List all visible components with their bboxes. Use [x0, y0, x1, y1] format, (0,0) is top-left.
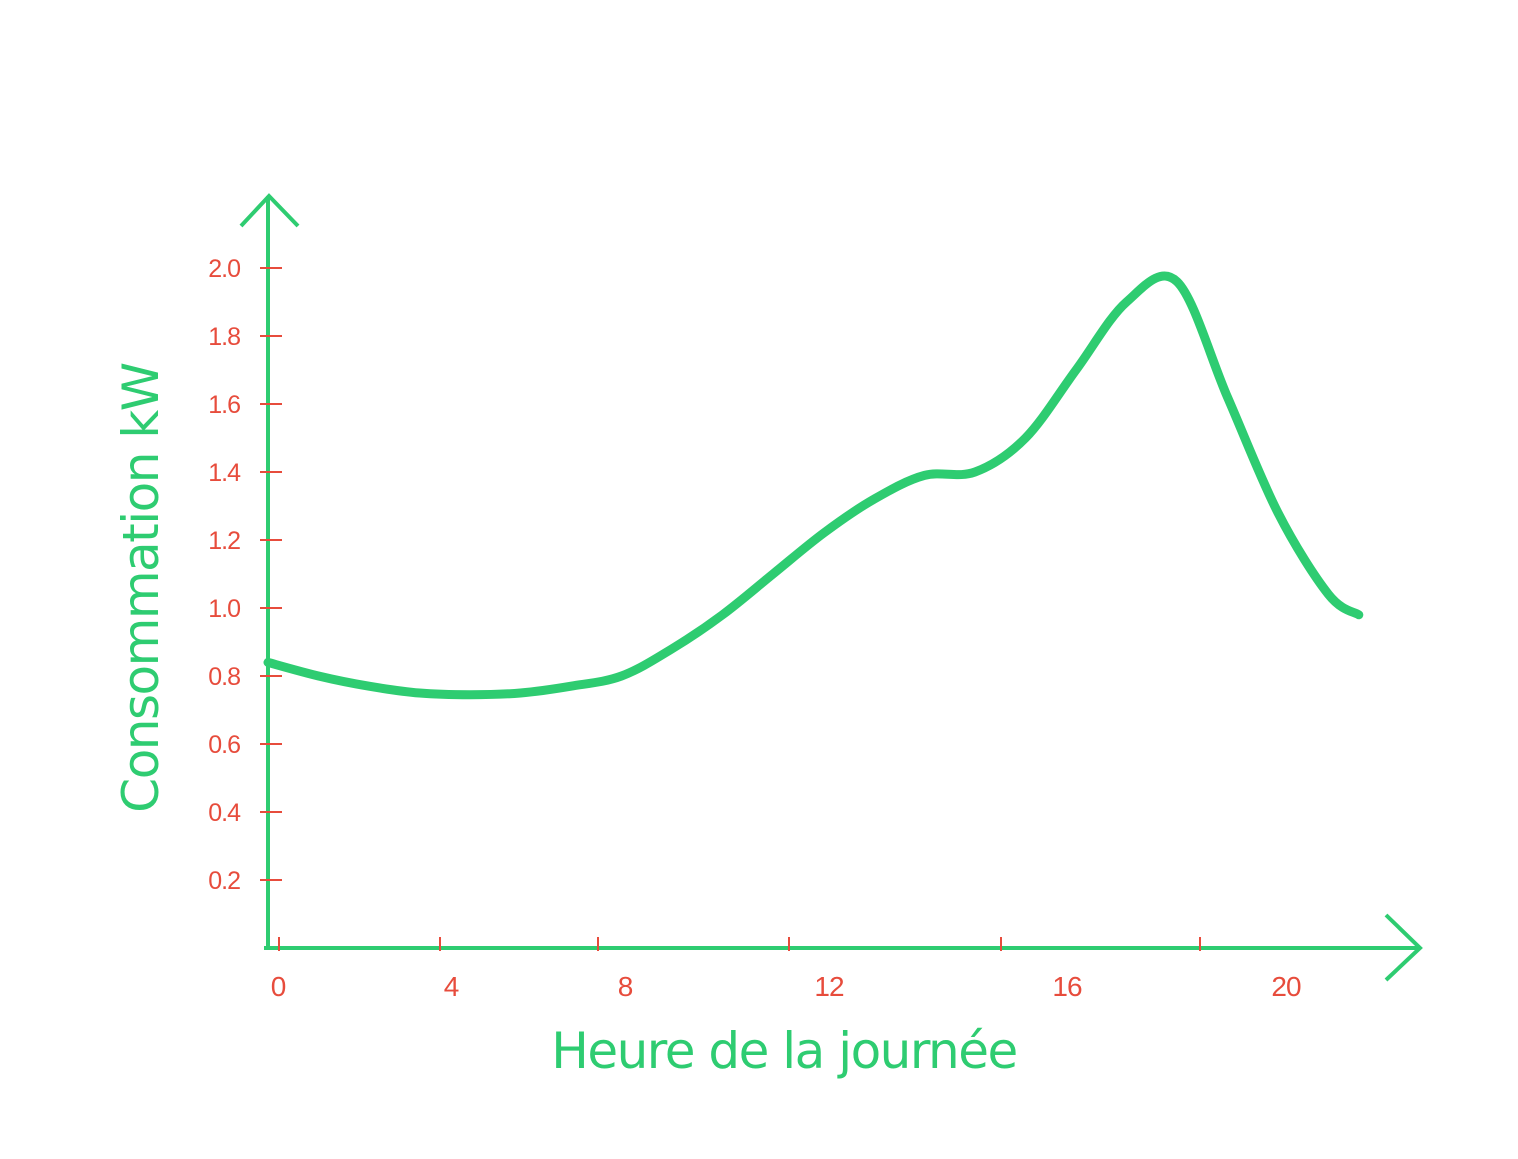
y-tick-label: 2.0 — [208, 255, 240, 283]
x-axis-arrow — [1384, 913, 1423, 982]
series-line — [263, 271, 1364, 700]
x-tick-label: 12 — [814, 971, 844, 1002]
y-tick-label: 1.6 — [208, 391, 240, 419]
x-tick-label: 4 — [444, 971, 459, 1002]
x-tick-label: 8 — [618, 971, 633, 1002]
x-tick-label: 20 — [1271, 971, 1301, 1002]
y-tick-label: 0.6 — [208, 731, 240, 759]
y-tick-label: 1.0 — [208, 595, 240, 623]
axes — [239, 193, 1423, 982]
ticks: 0.2 0.4 0.6 0.8 1.0 1.2 1.4 1.6 1.8 2.0 0 4 8 12 16 20 — [208, 255, 1302, 1002]
y-axis-arrow — [239, 193, 300, 228]
y-axis-title: Consommation kW — [112, 363, 170, 813]
y-tick-label: 0.8 — [208, 663, 240, 691]
y-tick-label: 1.2 — [208, 527, 240, 555]
x-tick-label: 16 — [1052, 971, 1082, 1002]
x-tick-label: 0 — [271, 971, 286, 1002]
y-tick-label: 1.8 — [208, 323, 240, 351]
y-tick-label: 0.2 — [208, 867, 240, 895]
series-layer — [263, 271, 1364, 700]
y-tick-label: 0.4 — [208, 799, 241, 827]
y-tick-label: 1.4 — [208, 459, 241, 487]
x-axis-title: Heure de la journée — [551, 1022, 1017, 1080]
